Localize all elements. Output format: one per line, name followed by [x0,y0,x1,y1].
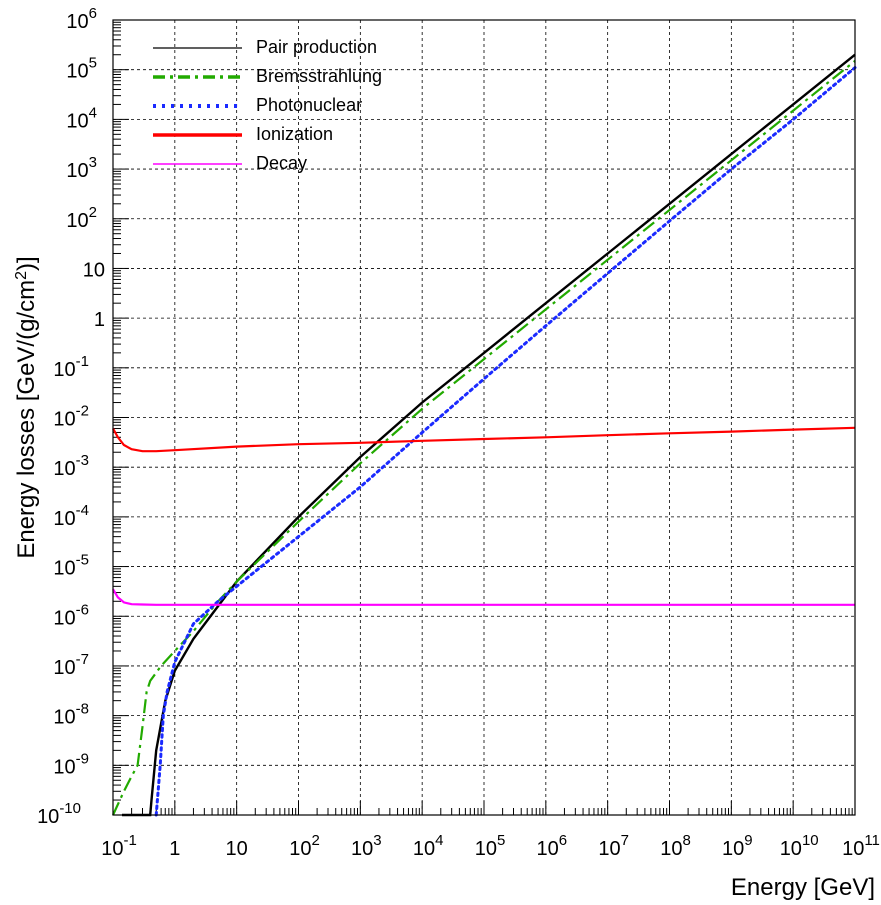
x-tick-label: 103 [351,832,382,860]
y-tick-label: 10-10 [37,800,81,828]
y-tick-label: 10-2 [53,403,89,431]
x-axis-title: Energy [GeV] [731,874,875,901]
x-tick-label: 107 [598,832,629,860]
y-tick-label: 105 [66,55,97,83]
axis-ticks [112,19,856,816]
y-axis-title-sup: 2 [13,271,30,280]
x-tick-label: 109 [722,832,753,860]
y-axis-title-main: Energy losses [GeV/(g/cm [13,280,40,559]
x-tick-label: 10-1 [101,832,137,860]
y-tick-label: 103 [66,154,97,182]
legend-label: Decay [256,153,307,173]
y-tick-labels: 10-10 10-9 10-8 10-7 10-6 10-5 10-4 10-3 10-2 10-… [37,5,105,828]
y-tick-label: 10-3 [53,452,89,480]
legend-label: Photonuclear [256,95,362,115]
x-tick-label: 105 [475,832,506,860]
y-tick-label: 10-1 [53,353,89,381]
grid-lines [113,20,855,815]
plot-frame [112,19,856,816]
series-line-ionization [112,426,856,453]
x-tick-label: 1011 [842,832,880,860]
y-tick-label: 102 [66,204,97,232]
y-tick-label: 10-5 [53,552,89,580]
x-tick-label: 108 [660,832,691,860]
legend-label: Ionization [256,124,333,144]
series-lines [112,53,857,817]
y-tick-label: 10-4 [53,502,89,530]
y-axis-title: Energy losses [GeV/(g/cm2)] [13,256,41,558]
y-tick-label: 10-9 [53,750,89,778]
x-tick-label: 104 [413,832,444,860]
x-tick-label: 10 [226,838,248,860]
legend-label: Pair production [256,37,377,57]
legend-label: Bremsstrahlung [256,66,382,86]
legend: Pair production Bremsstrahlung Photonuclea… [153,37,382,173]
x-tick-label: 106 [537,832,568,860]
series-line-bremsstrahlung [112,60,856,816]
series-line-pair-production [122,53,856,817]
y-axis-title-tail: )] [13,256,40,271]
y-tick-label: 10-7 [53,651,89,679]
y-tick-label: 10-8 [53,701,89,729]
x-tick-label: 1 [169,838,180,860]
series-line-decay [112,588,855,606]
y-tick-label: 1 [94,309,105,331]
y-tick-label: 104 [66,104,97,132]
y-tick-label: 10 [83,259,105,281]
x-tick-label: 102 [289,832,320,860]
series-line-photonuclear [154,66,857,817]
x-tick-label: 1010 [780,832,819,860]
y-tick-label: 106 [66,5,97,33]
y-tick-label: 10-6 [53,601,89,629]
x-tick-labels: 10-1 1 10 102 103 104 105 106 107 108 109 1010 1011 [101,832,880,860]
